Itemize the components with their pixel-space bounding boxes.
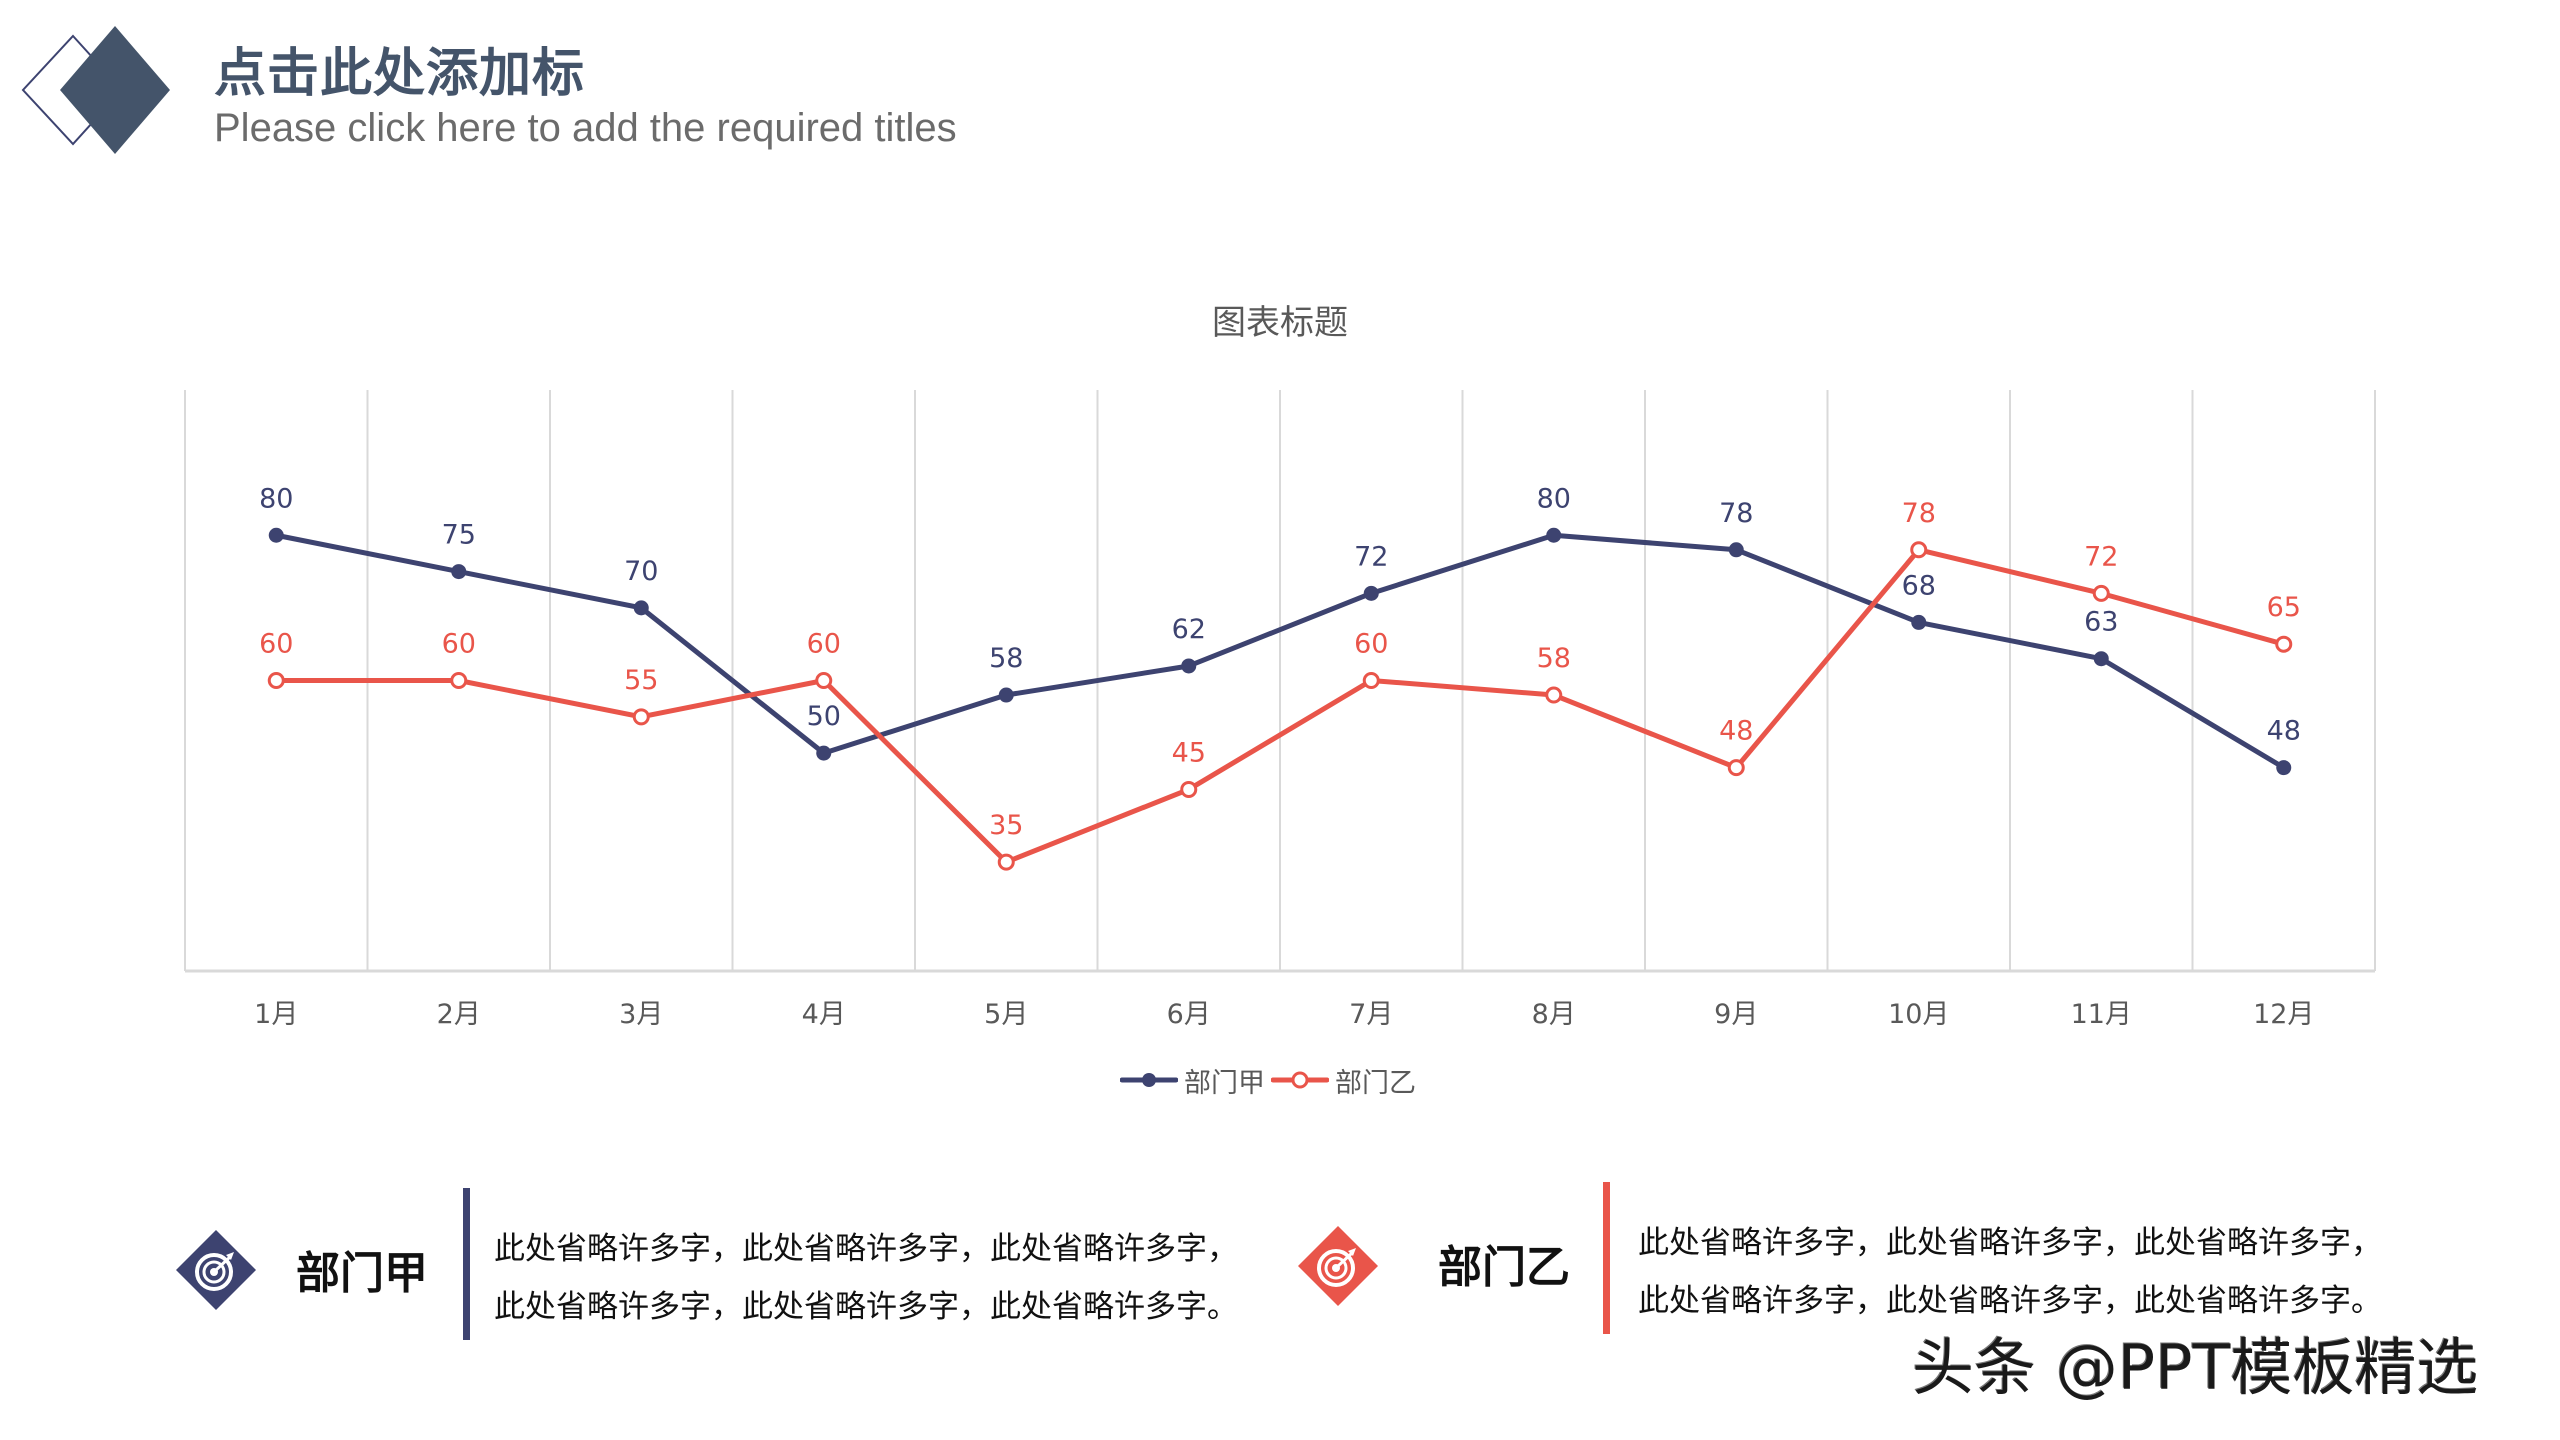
x-tick-label: 12月 (2253, 999, 2314, 1030)
data-label: 35 (989, 810, 1023, 841)
description-line: 此处省略许多字，此处省略许多字，此处省略许多字。 (494, 1289, 1238, 1325)
data-point[interactable] (1362, 672, 1380, 689)
data-point[interactable] (815, 672, 833, 689)
card-description: 此处省略许多字，此处省略许多字，此处省略许多字， 此处省略许多字，此处省略许多字… (494, 1220, 1238, 1336)
data-label: 63 (2084, 607, 2118, 638)
chart-title: 图表标题 (1212, 303, 1348, 343)
description-line: 此处省略许多字，此处省略许多字，此处省略许多字， (494, 1231, 1238, 1267)
filled-circle-marker-icon (1120, 1073, 1178, 1087)
data-point[interactable] (451, 564, 467, 580)
data-label: 50 (807, 701, 841, 732)
data-point[interactable] (1363, 585, 1379, 601)
data-point[interactable] (998, 687, 1014, 703)
page-subtitle[interactable]: Please click here to add the required ti… (214, 106, 957, 150)
card-divider (463, 1188, 470, 1340)
data-point[interactable] (1728, 542, 1744, 558)
x-tick-label: 8月 (1532, 999, 1576, 1030)
legend-label: 部门甲 (1184, 1067, 1265, 1099)
x-tick-label: 6月 (1167, 999, 1211, 1030)
data-point[interactable] (1727, 759, 1745, 777)
chart-legend: 部门甲 部门乙 (1120, 1060, 1422, 1100)
x-tick-label: 11月 (2071, 999, 2132, 1030)
card-description: 此处省略许多字，此处省略许多字，此处省略许多字， 此处省略许多字，此处省略许多字… (1638, 1214, 2382, 1330)
data-label: 68 (1902, 570, 1936, 601)
description-line: 此处省略许多字，此处省略许多字，此处省略许多字， (1638, 1225, 2382, 1261)
card-department-b: 部门乙 此处省略许多字，此处省略许多字，此处省略许多字， 此处省略许多字，此处省… (1280, 1180, 2560, 1360)
x-tick-label: 10月 (1888, 999, 1949, 1030)
chart-plot-area: 1月 2月 3月 4月 5月 6月 7月 8月 9月 10月 11月 12月 80 75 70 50 58 62 7… (184, 390, 2376, 1030)
card-department-a: 部门甲 此处省略许多字，此处省略许多字，此处省略许多字， 此处省略许多字，此处省… (0, 1180, 1280, 1360)
data-label: 70 (624, 556, 658, 587)
data-point[interactable] (997, 853, 1015, 871)
hollow-circle-marker-icon (1271, 1071, 1329, 1089)
data-point[interactable] (268, 527, 284, 543)
data-label: 48 (2267, 716, 2301, 747)
data-label: 45 (1172, 737, 1206, 768)
data-label: 55 (624, 665, 658, 696)
x-tick-label: 7月 (1349, 999, 1393, 1030)
data-label: 60 (442, 629, 476, 660)
data-point[interactable] (633, 600, 649, 616)
data-point[interactable] (1181, 658, 1197, 674)
data-point[interactable] (1910, 541, 1928, 559)
data-label: 75 (442, 520, 476, 551)
x-tick-label: 3月 (619, 999, 663, 1030)
watermark: 头条 @PPT模板精选 (1912, 1331, 2479, 1404)
data-label: 48 (1719, 716, 1753, 747)
legend-label: 部门乙 (1335, 1067, 1416, 1099)
x-tick-label: 5月 (984, 999, 1028, 1030)
legend-item-series-b: 部门乙 (1271, 1061, 1416, 1100)
x-tick-label: 1月 (254, 999, 298, 1030)
data-point[interactable] (1546, 527, 1562, 543)
data-point[interactable] (1180, 780, 1198, 798)
data-label: 72 (2084, 541, 2118, 572)
data-label: 60 (259, 629, 293, 660)
line-chart: 图表标题 1月 2月 3月 4月 5月 6月 7月 8月 9月 10月 11月 12月 80 75 70 50… (184, 303, 2376, 1100)
data-label: 80 (1537, 483, 1571, 514)
page-title[interactable]: 点击此处添加标 (214, 44, 586, 104)
data-point[interactable] (2276, 760, 2292, 776)
data-point[interactable] (2093, 651, 2109, 667)
description-line: 此处省略许多字，此处省略许多字，此处省略许多字。 (1638, 1283, 2382, 1319)
series-line-1 (276, 547, 2285, 865)
data-label: 72 (1354, 541, 1388, 572)
data-label: 58 (989, 643, 1023, 674)
x-tick-label: 4月 (802, 999, 846, 1030)
series-line-0 (275, 532, 2286, 770)
data-label: 80 (259, 483, 293, 514)
data-point[interactable] (267, 672, 285, 689)
diamond-logo-icon (21, 26, 170, 154)
data-point[interactable] (632, 708, 650, 726)
target-icon (176, 1230, 256, 1310)
data-point[interactable] (450, 672, 468, 689)
data-label: 78 (1902, 498, 1936, 529)
data-point[interactable] (816, 745, 832, 761)
x-tick-label: 9月 (1714, 999, 1758, 1030)
target-icon (1298, 1226, 1378, 1306)
data-label: 78 (1719, 498, 1753, 529)
card-divider (1603, 1182, 1610, 1334)
data-label: 62 (1172, 614, 1206, 645)
legend-item-series-a: 部门甲 (1120, 1061, 1265, 1100)
data-label: 60 (807, 629, 841, 660)
data-point[interactable] (1911, 614, 1927, 630)
data-label: 60 (1354, 629, 1388, 660)
data-label: 58 (1537, 643, 1571, 674)
data-point[interactable] (2275, 635, 2293, 653)
data-label: 65 (2267, 592, 2301, 623)
card-title: 部门甲 (296, 1248, 428, 1299)
department-cards: 部门甲 此处省略许多字，此处省略许多字，此处省略许多字， 此处省略许多字，此处省… (0, 1180, 2560, 1360)
data-point[interactable] (1545, 686, 1563, 704)
data-point[interactable] (2092, 584, 2110, 602)
card-title: 部门乙 (1438, 1242, 1570, 1293)
x-tick-label: 2月 (437, 999, 481, 1030)
